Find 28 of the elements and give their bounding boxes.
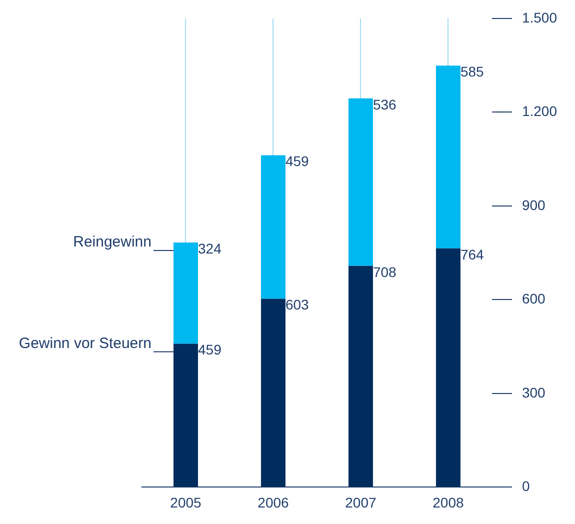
bar xyxy=(436,248,460,487)
data-label: 603 xyxy=(285,296,310,313)
x-tick-label: 2005 xyxy=(170,494,202,510)
bar xyxy=(173,242,198,344)
data-label: 536 xyxy=(372,96,397,112)
bar xyxy=(348,266,373,487)
data-label: 459 xyxy=(285,153,310,170)
y-tick-label: 600 xyxy=(522,290,546,307)
data-label: 764 xyxy=(460,246,484,262)
y-tick-label: 0 xyxy=(522,478,530,494)
data-label: 459 xyxy=(198,342,222,358)
bar xyxy=(260,155,286,299)
bar xyxy=(348,98,373,266)
x-tick-label: 2006 xyxy=(258,494,290,510)
y-tick-label: 900 xyxy=(522,196,546,213)
series-label: Gewinn vor Steuern xyxy=(18,334,152,352)
series-label: Reingewinn xyxy=(73,234,152,251)
bar xyxy=(173,344,198,487)
y-tick-label: 300 xyxy=(522,384,546,400)
data-label: 708 xyxy=(372,264,397,280)
y-tick-label: 1.500 xyxy=(522,9,558,26)
bar xyxy=(260,298,286,487)
data-label: 585 xyxy=(460,63,484,80)
bar xyxy=(436,66,460,248)
x-tick-label: 2007 xyxy=(345,494,377,510)
x-tick-label: 2008 xyxy=(432,494,464,510)
data-label: 324 xyxy=(198,240,222,256)
y-tick-label: 1.200 xyxy=(522,103,558,120)
